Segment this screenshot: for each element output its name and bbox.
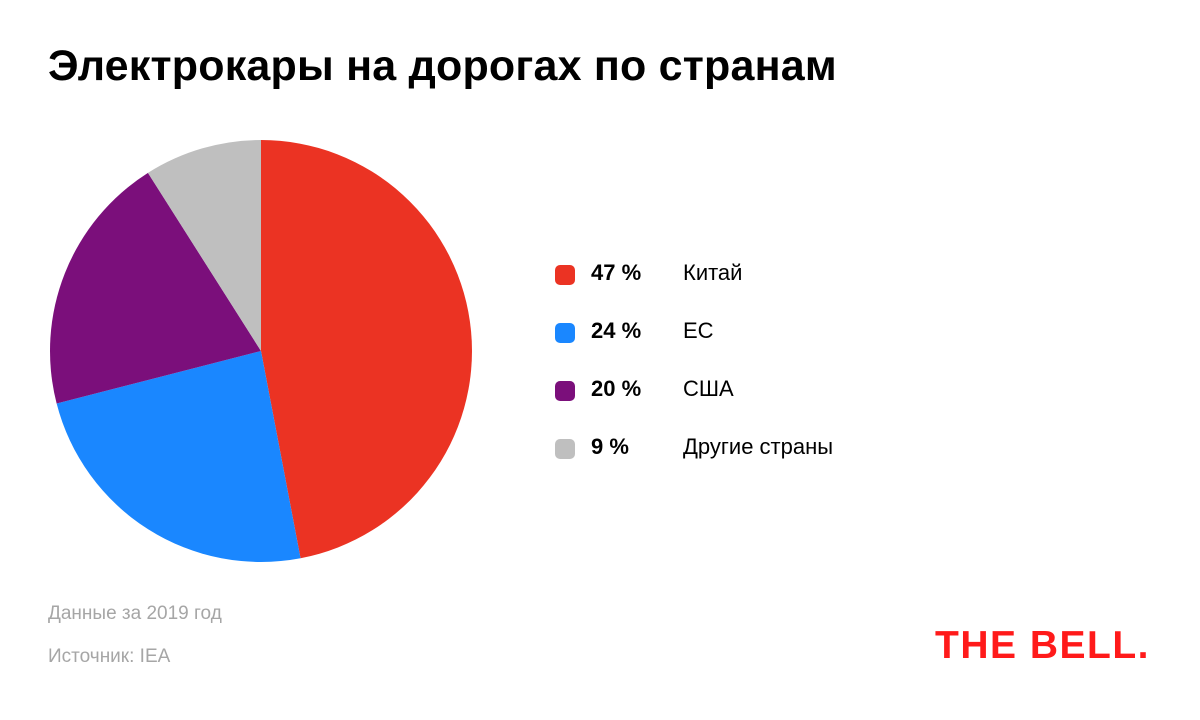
legend-label-usa: США: [683, 376, 734, 401]
legend-label-eu: ЕС: [683, 318, 714, 343]
pie-slice-eu: [56, 351, 301, 562]
legend-swatch-usa: [555, 381, 575, 401]
legend-value-eu: 24 %: [591, 318, 642, 343]
legend-value-usa: 20 %: [591, 376, 642, 401]
data-period-note: Данные за 2019 год: [48, 603, 222, 624]
legend-label-china: Китай: [683, 260, 743, 285]
pie-slice-china: [261, 140, 472, 559]
pie-slice-usa: [50, 172, 261, 404]
source-note: Источник: IEA: [48, 646, 171, 667]
legend-swatch-eu: [555, 323, 575, 343]
legend-swatch-china: [555, 265, 575, 285]
legend-swatch-other: [555, 439, 575, 459]
pie-chart: [50, 140, 472, 562]
legend-value-other: 9 %: [591, 434, 629, 459]
legend-value-china: 47 %: [591, 260, 642, 285]
chart-title: Электрокары на дорогах по странам: [48, 42, 837, 90]
pie-slice-other: [147, 140, 261, 351]
legend-label-other: Другие страны: [683, 434, 834, 459]
the-bell-logo: THE BELL.: [935, 624, 1150, 667]
